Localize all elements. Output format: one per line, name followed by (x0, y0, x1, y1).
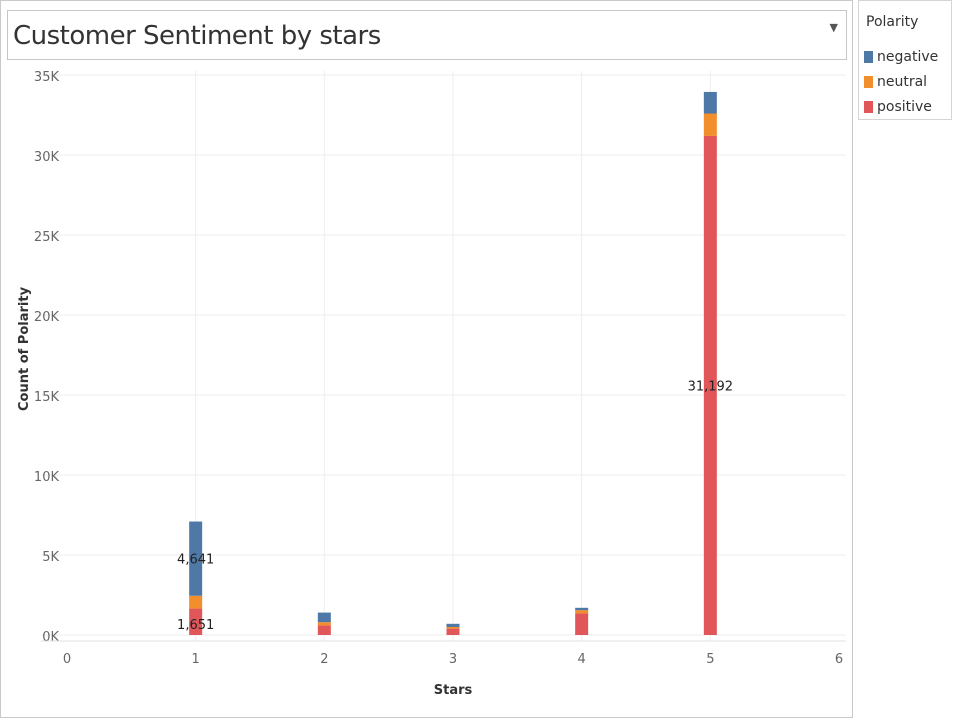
legend-item-negative[interactable]: negative (864, 48, 950, 66)
bar-negative-5 (703, 91, 717, 114)
bar-neutral-5 (703, 113, 717, 136)
legend-label-positive: positive (877, 99, 932, 115)
bar-positive-3 (446, 628, 460, 635)
legend-swatch-negative (864, 51, 873, 63)
data-label-negative-1: 4,641 (177, 553, 214, 568)
legend: Polarity negative neutral positive (858, 0, 952, 120)
data-label-positive-1: 1,651 (177, 618, 214, 633)
bar-chart: 0K 5K 10K 15K 20K 25K 30K 35K 0 1 2 3 4 5 6 Stars Count … (17, 70, 846, 698)
x-tick-label: 2 (320, 652, 328, 667)
bar-positive-5 (703, 135, 717, 636)
y-tick-label: 35K (34, 70, 60, 85)
x-tick-label: 5 (706, 652, 714, 667)
legend-title: Polarity (866, 14, 919, 30)
chart-title-box: Customer Sentiment by stars ▼ (7, 10, 847, 60)
bar-negative-2 (317, 612, 331, 623)
x-axis-title: Stars (434, 683, 473, 698)
x-tick-label: 3 (449, 652, 457, 667)
y-tick-label: 10K (34, 470, 60, 485)
bar-positive-1 (189, 608, 203, 635)
bar-negative-1 (189, 521, 203, 596)
bar-positive-4 (575, 613, 589, 635)
bar-neutral-3 (446, 627, 460, 629)
y-tick-label: 30K (34, 150, 60, 165)
bar-neutral-4 (575, 610, 589, 614)
y-tick-label: 0K (42, 630, 59, 645)
y-tick-label: 5K (42, 550, 59, 565)
data-label-positive-5: 31,192 (688, 379, 734, 394)
dashboard-panel: Customer Sentiment by stars ▼ 0K 5K 10K 15K… (0, 0, 853, 718)
chart-title: Customer Sentiment by stars (13, 21, 381, 51)
x-tick-label: 1 (192, 652, 200, 667)
legend-swatch-neutral (864, 76, 873, 88)
y-tick-label: 25K (34, 230, 60, 245)
bar-positive-2 (317, 625, 331, 635)
legend-label-negative: negative (877, 49, 939, 65)
y-axis-title: Count of Polarity (17, 286, 32, 411)
legend-item-neutral[interactable]: neutral (864, 73, 950, 91)
x-tick-label: 6 (835, 652, 843, 667)
dropdown-arrow-icon[interactable]: ▼ (829, 21, 838, 34)
bar-neutral-1 (189, 595, 203, 609)
bar-neutral-2 (317, 622, 331, 626)
x-tick-label: 0 (63, 652, 71, 667)
y-tick-label: 20K (34, 310, 60, 325)
x-tick-label: 4 (578, 652, 586, 667)
y-tick-label: 15K (34, 390, 60, 405)
bar-negative-4 (575, 607, 589, 611)
bar-negative-3 (446, 623, 460, 627)
legend-swatch-positive (864, 101, 873, 113)
legend-item-positive[interactable]: positive (864, 98, 950, 116)
legend-label-neutral: neutral (877, 74, 928, 90)
